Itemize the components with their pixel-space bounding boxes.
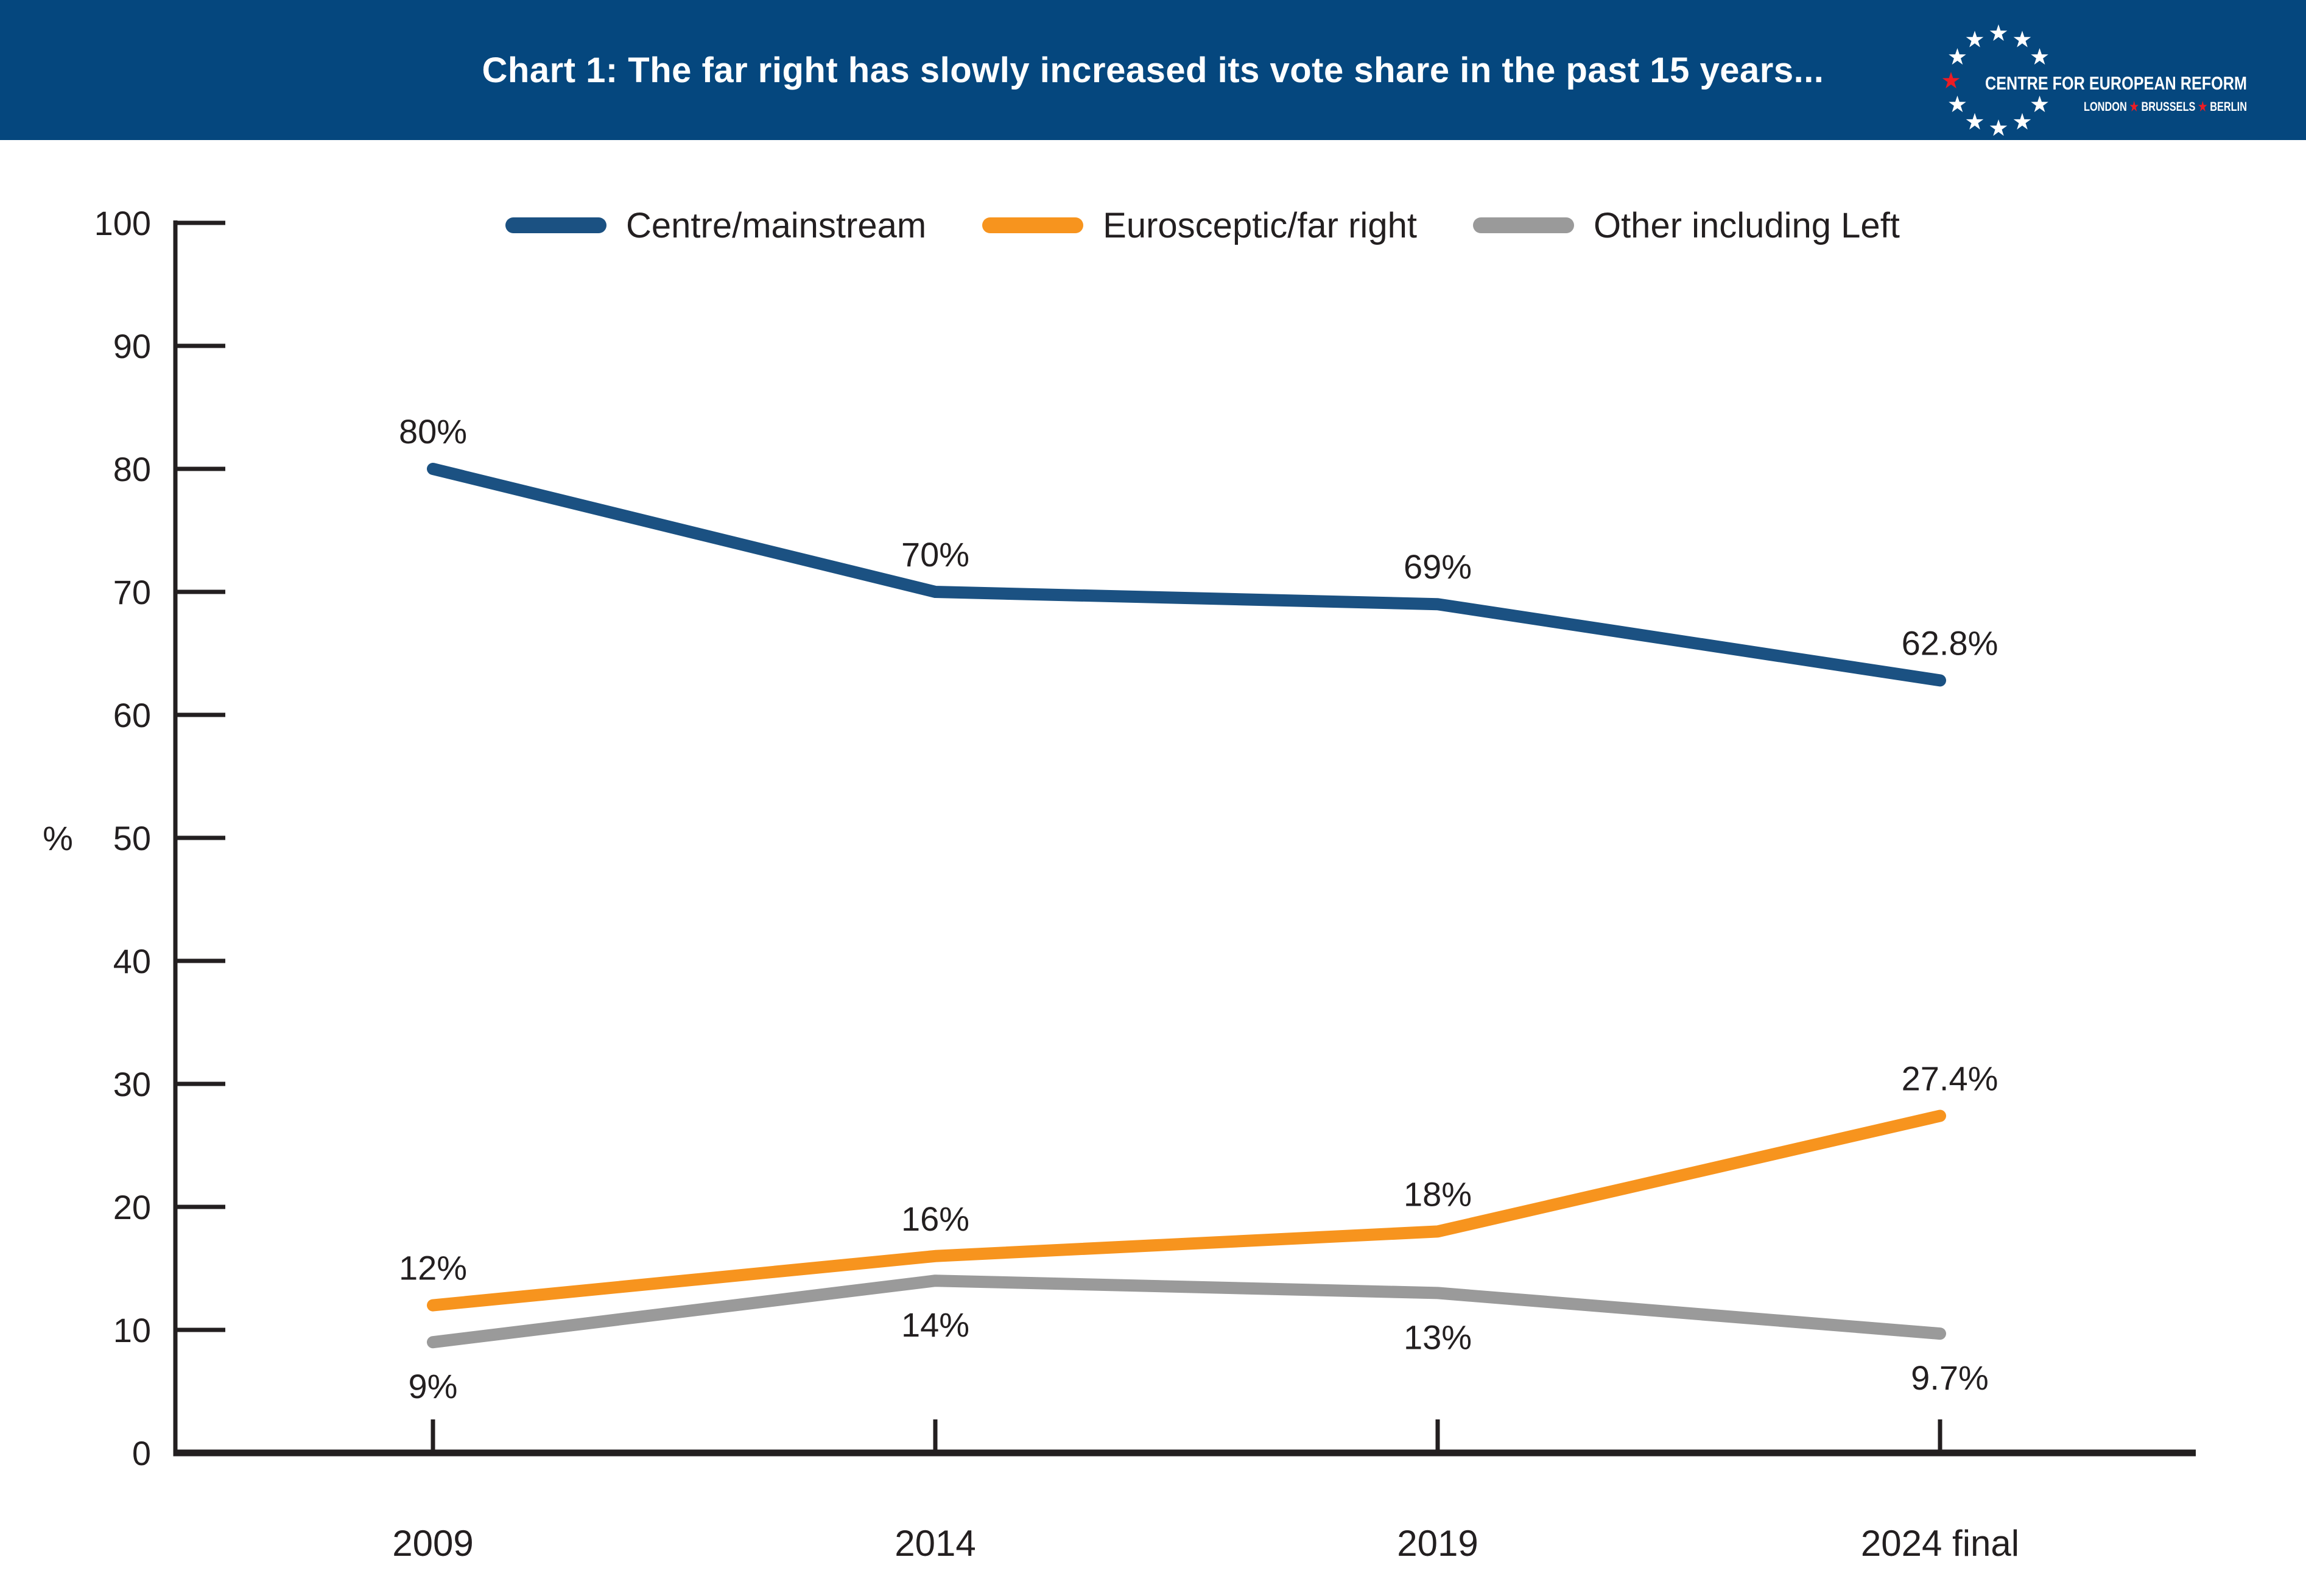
logo-wordmark: CENTRE FOR EUROPEAN REFORM	[1985, 72, 2247, 94]
series-line-1	[427, 1109, 1946, 1312]
y-tick-label: 20	[113, 1188, 151, 1226]
series-line-0	[427, 463, 1946, 687]
x-tick-label: 2019	[1397, 1523, 1478, 1564]
logo-star-icon	[2031, 48, 2048, 65]
data-label-2-2: 13%	[1404, 1318, 1472, 1356]
legend: Centre/mainstream Eurosceptic/far right Ot…	[505, 206, 1900, 245]
y-tick-label: 70	[113, 573, 151, 611]
logo-star-icon	[1989, 24, 2008, 41]
cer-logo: CENTRE FOR EUROPEAN REFORM LONDON ★ BRUSS…	[1942, 24, 2247, 136]
data-label-1-0: 12%	[399, 1249, 467, 1287]
y-tick-label: 0	[132, 1434, 151, 1472]
legend-item-1: Eurosceptic/far right	[982, 205, 1417, 246]
logo-accent-star-icon	[1942, 72, 1960, 89]
chart-title: Chart 1: The far right has slowly increa…	[482, 50, 1824, 90]
data-label-2-3: 9.7%	[1911, 1359, 1989, 1397]
logo-star-icon	[1966, 113, 1984, 130]
x-tick-label: 2024 final	[1861, 1523, 2019, 1564]
logo-star-icon	[1966, 30, 1984, 47]
y-axis-unit-label: %	[43, 819, 73, 857]
y-tick-label: 100	[94, 204, 151, 242]
legend-label-1: Eurosceptic/far right	[1103, 205, 1417, 245]
logo-star-icon	[2013, 113, 2031, 130]
legend-label-0: Centre/mainstream	[626, 205, 927, 245]
data-label-0-2: 69%	[1404, 547, 1472, 586]
data-label-2-1: 14%	[901, 1306, 969, 1344]
data-label-0-0: 80%	[399, 412, 467, 451]
header-bar: Chart 1: The far right has slowly increa…	[0, 0, 2306, 140]
data-label-0-3: 62.8%	[1902, 624, 1998, 662]
data-label-1-2: 18%	[1404, 1175, 1472, 1213]
y-tick-label: 10	[113, 1311, 151, 1349]
logo-star-icon	[1949, 48, 1966, 65]
logo-star-icon	[1989, 119, 2008, 136]
legend-item-0: Centre/mainstream	[505, 205, 926, 246]
logo-star-icon	[2013, 30, 2031, 47]
legend-swatch-2	[1472, 217, 1574, 233]
logo-star-icon	[2031, 96, 2048, 113]
y-tick-label: 90	[113, 327, 151, 365]
data-label-1-1: 16%	[901, 1200, 969, 1238]
x-tick-label: 2009	[392, 1523, 473, 1564]
y-tick-label: 30	[113, 1065, 151, 1103]
legend-item-2: Other including Left	[1472, 205, 1900, 246]
legend-swatch-1	[982, 217, 1084, 233]
y-tick-label: 80	[113, 450, 151, 488]
logo-star-icon	[1949, 96, 1966, 113]
y-tick-label: 50	[113, 819, 151, 857]
data-label-1-3: 27.4%	[1902, 1060, 1998, 1098]
legend-swatch-0	[505, 217, 606, 233]
logo-cities: LONDON ★ BRUSSELS ★ BERLIN	[2084, 100, 2247, 114]
y-tick-label: 60	[113, 696, 151, 734]
series-line-2	[427, 1274, 1946, 1349]
data-label-0-1: 70%	[901, 535, 969, 574]
data-label-2-0: 9%	[409, 1367, 458, 1405]
y-tick-label: 40	[113, 942, 151, 980]
x-tick-label: 2014	[895, 1523, 975, 1564]
legend-label-2: Other including Left	[1593, 205, 1900, 245]
